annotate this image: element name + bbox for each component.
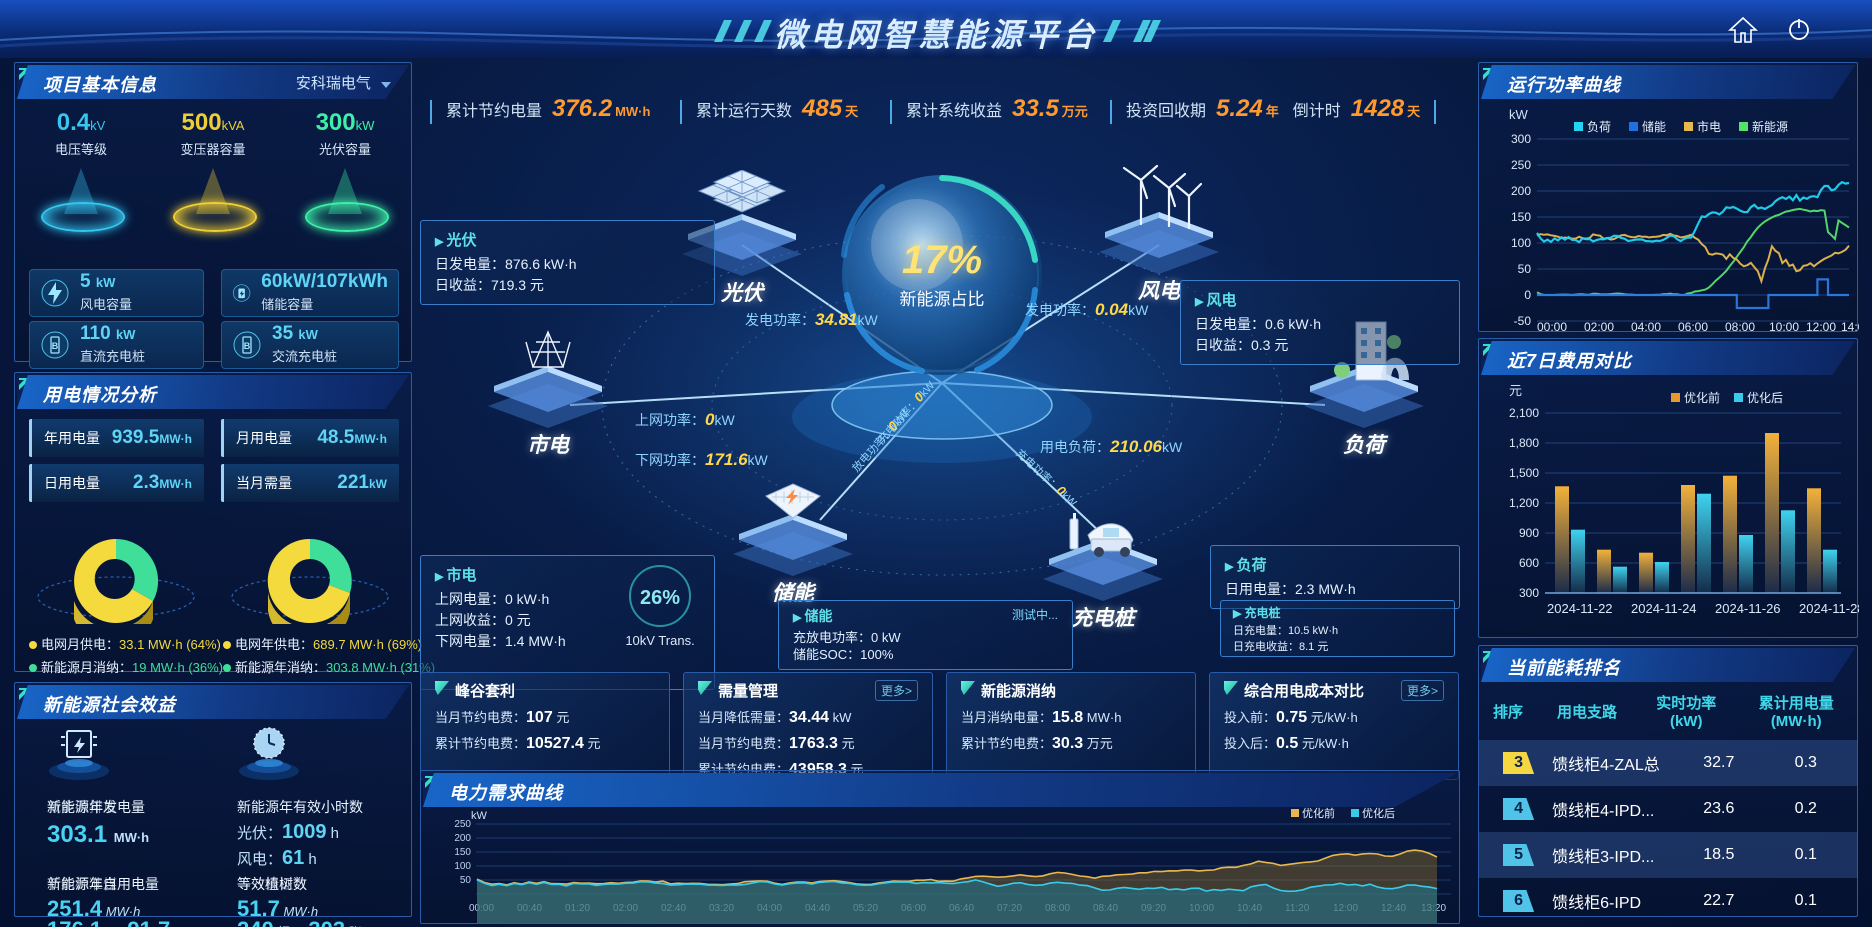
svg-text:50: 50: [460, 875, 472, 886]
svg-text:06:00: 06:00: [1678, 320, 1708, 331]
svg-text:0: 0: [1524, 288, 1531, 302]
svg-text:10:00: 10:00: [1769, 320, 1799, 331]
svg-text:优化后: 优化后: [1747, 391, 1783, 405]
svg-text:元: 元: [1509, 383, 1522, 398]
svg-text:kW: kW: [471, 810, 488, 822]
svg-text:900: 900: [1519, 526, 1539, 540]
svg-text:00:00: 00:00: [1537, 320, 1567, 331]
svg-text:04:00: 04:00: [1631, 320, 1661, 331]
svg-text:50: 50: [1518, 262, 1532, 276]
svg-text:1,500: 1,500: [1509, 466, 1539, 480]
svg-text:2024-11-26: 2024-11-26: [1715, 601, 1781, 616]
svg-text:B: B: [244, 341, 251, 351]
svg-text:2024-11-22: 2024-11-22: [1547, 601, 1613, 616]
svg-text:300: 300: [1511, 132, 1531, 146]
svg-text:2024-11-24: 2024-11-24: [1631, 601, 1697, 616]
svg-text:1,200: 1,200: [1509, 496, 1539, 510]
svg-text:2024-11-28: 2024-11-28: [1799, 601, 1859, 616]
svg-text:1,800: 1,800: [1509, 436, 1539, 450]
svg-text:02:00: 02:00: [1584, 320, 1614, 331]
svg-text:新能源: 新能源: [1752, 119, 1788, 134]
svg-text:150: 150: [1511, 210, 1531, 224]
svg-text:B: B: [52, 341, 59, 351]
svg-text:kW: kW: [1509, 107, 1529, 122]
svg-text:负荷: 负荷: [1587, 120, 1611, 134]
svg-text:2,100: 2,100: [1509, 406, 1539, 420]
svg-text:12:00: 12:00: [1806, 320, 1836, 331]
svg-text:200: 200: [454, 833, 471, 844]
svg-text:600: 600: [1519, 556, 1539, 570]
svg-text:优化前: 优化前: [1302, 807, 1335, 820]
svg-text:市电: 市电: [1697, 119, 1721, 134]
svg-text:200: 200: [1511, 184, 1531, 198]
svg-text:-50: -50: [1514, 314, 1532, 328]
svg-text:250: 250: [454, 819, 471, 830]
svg-text:14:00: 14:00: [1841, 320, 1859, 331]
svg-text:300: 300: [1519, 586, 1539, 600]
svg-text:100: 100: [1511, 236, 1531, 250]
svg-text:优化前: 优化前: [1684, 390, 1720, 405]
svg-text:优化后: 优化后: [1362, 807, 1395, 820]
svg-text:100: 100: [454, 861, 471, 872]
svg-text:储能: 储能: [1642, 119, 1666, 134]
svg-text:150: 150: [454, 847, 471, 858]
svg-text:08:00: 08:00: [1725, 320, 1755, 331]
svg-text:250: 250: [1511, 158, 1531, 172]
